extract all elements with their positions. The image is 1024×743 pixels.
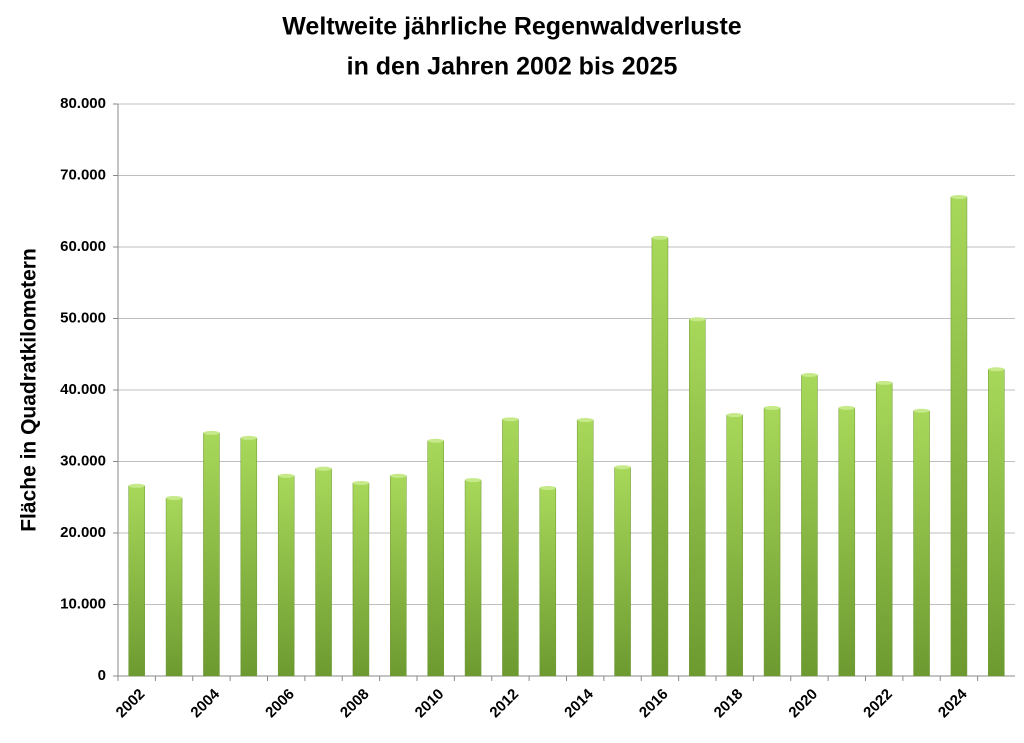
bar <box>763 407 781 677</box>
bar <box>315 468 332 677</box>
bar <box>726 414 743 677</box>
bar-cap <box>539 485 556 490</box>
x-tick-label: 2012 <box>486 686 522 722</box>
bar <box>427 440 444 677</box>
bar <box>614 466 631 677</box>
y-axis-label: Fläche in Quadratkilometern <box>18 248 41 532</box>
bar-cap <box>390 473 407 478</box>
x-tick-label: 2024 <box>935 685 971 721</box>
y-tick-label: 30.000 <box>60 452 106 469</box>
x-tick-label: 2020 <box>785 686 821 722</box>
chart-title: in den Jahren 2002 bis 2025 <box>347 53 678 81</box>
bar <box>128 485 145 677</box>
bar <box>913 410 930 677</box>
y-tick-label: 20.000 <box>60 524 106 541</box>
bar-cap <box>278 473 295 478</box>
x-tick-label: 2022 <box>860 686 896 722</box>
bar <box>203 432 220 677</box>
y-tick-label: 50.000 <box>60 309 106 326</box>
bar <box>464 479 482 677</box>
x-tick-label: 2006 <box>262 686 298 722</box>
x-tick-label: 2004 <box>187 685 223 721</box>
x-tick-label: 2008 <box>337 686 373 722</box>
bar-cap <box>801 372 818 377</box>
y-tick-label: 10.000 <box>60 595 106 612</box>
bar <box>277 475 295 677</box>
bar-cap <box>128 483 145 488</box>
x-tick-label: 2018 <box>711 686 747 722</box>
x-tick-label: 2010 <box>412 686 448 722</box>
x-tick-label: 2016 <box>636 686 672 722</box>
bar <box>689 318 706 677</box>
bar <box>801 374 818 677</box>
bar-cap <box>651 235 668 240</box>
bar-cap <box>689 317 706 322</box>
bar-cap <box>240 435 257 440</box>
bar <box>875 382 893 677</box>
bar <box>502 419 519 677</box>
bar <box>240 437 258 677</box>
bar-cap <box>838 405 855 410</box>
bar <box>576 419 594 677</box>
x-tick-label: 2014 <box>561 685 597 721</box>
bar-cap <box>988 367 1005 372</box>
bar-cap <box>203 430 220 435</box>
bar-cap <box>315 466 332 471</box>
bar <box>950 196 968 677</box>
bar-cap <box>502 417 519 422</box>
bar-cap <box>726 413 743 418</box>
bar <box>352 482 370 677</box>
bar-cap <box>764 405 781 410</box>
bar-cap <box>577 418 594 423</box>
bar <box>165 497 183 677</box>
y-tick-label: 0 <box>98 667 106 684</box>
bar-cap <box>427 438 444 443</box>
bar-cap <box>950 194 967 199</box>
chart-title: Weltweite jährliche Regenwaldverluste <box>282 13 742 41</box>
bar-cap <box>913 408 930 413</box>
bar-cap <box>614 465 631 470</box>
y-tick-label: 40.000 <box>60 381 106 398</box>
bar <box>390 475 407 677</box>
bar <box>988 369 1005 677</box>
bar <box>838 407 856 677</box>
bar <box>651 237 669 677</box>
bar <box>539 487 557 677</box>
y-tick-label: 80.000 <box>60 95 106 112</box>
y-tick-label: 70.000 <box>60 166 106 183</box>
y-tick-label: 60.000 <box>60 238 106 255</box>
bar-cap <box>876 380 893 385</box>
x-tick-label: 2002 <box>113 686 149 722</box>
bar-cap <box>166 495 183 500</box>
bar-cap <box>352 480 369 485</box>
bar-cap <box>465 478 482 483</box>
